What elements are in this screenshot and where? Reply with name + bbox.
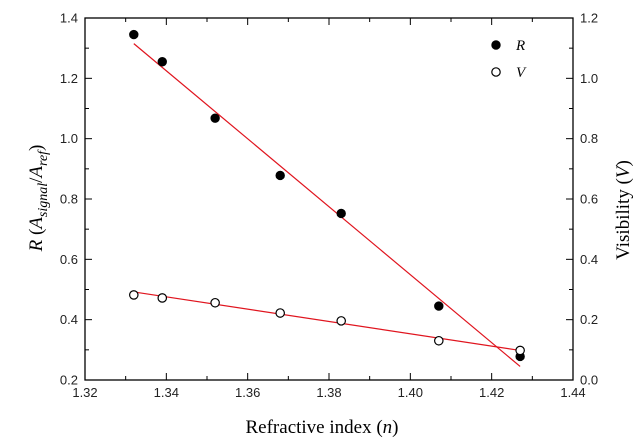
data-point-r — [210, 113, 220, 123]
right-y-tick-label: 0.2 — [580, 312, 598, 327]
right-y-label-var: V — [613, 164, 634, 178]
legend-marker-r — [491, 40, 501, 50]
data-point-v — [275, 308, 285, 318]
left-y-label-sub1: signal — [36, 183, 51, 217]
x-axis-label-var: n — [383, 417, 393, 438]
data-point-r — [336, 208, 346, 219]
right-y-tick-label: 0.0 — [580, 373, 598, 388]
left-y-tick-label: 1.0 — [60, 131, 78, 146]
right-y-tick-label: 0.6 — [580, 192, 598, 207]
x-tick-label: 1.44 — [560, 385, 585, 400]
legend: R V — [491, 38, 527, 81]
data-point-r — [434, 301, 444, 311]
right-y-axis-ticks: 0.0 0.2 0.4 0.6 0.8 1.0 1.2 — [566, 11, 598, 388]
left-y-label-sub2: ref — [36, 149, 51, 166]
left-y-tick-label: 0.6 — [60, 252, 78, 267]
data-point-v — [210, 297, 220, 308]
left-y-tick-label: 1.2 — [60, 71, 78, 86]
right-y-axis-label: Visibility (V) — [613, 160, 634, 260]
left-y-label-var: R — [26, 239, 47, 252]
left-y-axis-label: R (Asignal/Aref) — [26, 145, 51, 253]
fit-line-v — [133, 291, 521, 352]
right-y-label-main: Visibility — [613, 189, 634, 260]
left-y-tick-label: 1.4 — [60, 11, 78, 26]
data-point-v — [157, 293, 168, 303]
x-axis-ticks: 1.32 1.34 1.36 1.38 1.40 1.42 1.44 — [72, 18, 586, 400]
x-tick-label: 1.36 — [235, 385, 260, 400]
left-y-tick-label: 0.8 — [60, 192, 78, 207]
legend-marker-v — [491, 67, 501, 77]
data-point-r — [157, 57, 167, 67]
fit-line-r — [133, 43, 521, 367]
fit-lines — [133, 43, 521, 367]
legend-label-v: V — [516, 65, 527, 81]
right-y-tick-label: 1.2 — [580, 11, 598, 26]
x-tick-label: 1.42 — [479, 385, 504, 400]
x-tick-label: 1.34 — [154, 385, 179, 400]
data-point-v — [336, 316, 346, 326]
right-y-tick-label: 0.8 — [580, 131, 598, 146]
x-axis-label: Refractive index (n) — [246, 417, 399, 438]
data-point-r — [275, 170, 285, 181]
data-points — [129, 29, 525, 362]
left-y-tick-label: 0.4 — [60, 312, 78, 327]
x-tick-label: 1.38 — [316, 385, 341, 400]
left-y-tick-label: 0.2 — [60, 373, 78, 388]
data-point-r — [129, 29, 139, 40]
x-tick-label: 1.40 — [398, 385, 423, 400]
data-point-v — [433, 335, 444, 346]
legend-label-r: R — [515, 38, 525, 54]
data-point-v — [129, 290, 139, 300]
right-y-tick-label: 0.4 — [580, 252, 598, 267]
data-point-v — [515, 345, 525, 356]
x-axis-label-main: Refractive index — [246, 417, 373, 438]
left-y-axis-ticks: 0.2 0.4 0.6 0.8 1.0 1.2 1.4 — [60, 11, 92, 388]
right-y-tick-label: 1.0 — [580, 71, 598, 86]
x-tick-label: 1.32 — [72, 385, 97, 400]
